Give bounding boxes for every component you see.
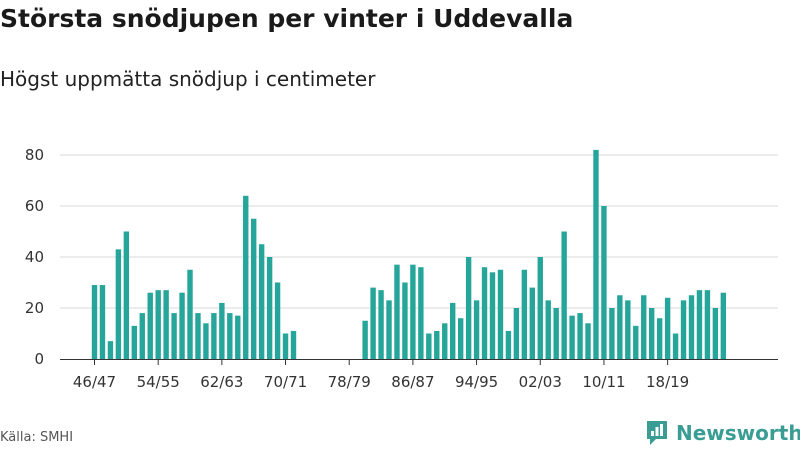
bar (450, 302, 456, 359)
bar (195, 313, 201, 359)
bar (115, 249, 122, 359)
bar (426, 333, 432, 359)
bar (442, 323, 448, 359)
chart-title: Största snödjupen per vinter i Uddevalla (0, 4, 574, 33)
bar (497, 269, 504, 359)
brand-logo: Newsworthy (645, 419, 800, 447)
bar (537, 257, 543, 359)
bar (362, 320, 368, 359)
bar-chart: 0 20 40 60 80 46/47 54/55 62/63 70/71 78/79 86/87 9… (25, 146, 778, 391)
y-tick-label: 60 (25, 197, 44, 215)
bar (649, 308, 655, 359)
y-tick-label: 80 (25, 146, 44, 164)
x-tick-label: 46/47 (73, 373, 116, 391)
brand-name: Newsworthy (676, 421, 800, 445)
bar (91, 285, 98, 359)
x-tick-label: 10/11 (582, 373, 625, 391)
bar (99, 285, 106, 359)
bar (473, 300, 480, 359)
bar (123, 231, 130, 359)
bar (521, 269, 528, 359)
x-tick-label: 62/63 (200, 373, 243, 391)
x-tick-label: 02/03 (519, 373, 562, 391)
bar (633, 325, 639, 359)
bar (394, 264, 400, 359)
chart-subtitle: Högst uppmätta snödjup i centimeter (0, 67, 376, 91)
bar (680, 300, 687, 359)
bar (505, 330, 512, 359)
bar (227, 313, 233, 359)
x-tick-label: 70/71 (264, 373, 307, 391)
bar (163, 290, 169, 359)
bar (513, 308, 520, 359)
source-note: Källa: SMHI (0, 430, 74, 445)
bar (561, 231, 567, 359)
bar (235, 315, 241, 359)
bar (251, 218, 257, 359)
bar (664, 297, 671, 359)
bar (434, 330, 440, 359)
bar (179, 292, 185, 359)
bar (107, 341, 114, 359)
bar (402, 282, 408, 359)
bar (258, 244, 265, 359)
bar (609, 308, 615, 359)
x-tick-label: 78/79 (328, 373, 371, 391)
bar (704, 290, 711, 359)
bar (171, 313, 177, 359)
bar (465, 257, 472, 359)
bar (696, 290, 703, 359)
bar (155, 290, 161, 359)
bar (672, 333, 679, 359)
bar (585, 323, 591, 359)
y-tick-label: 40 (25, 248, 44, 266)
bar (656, 318, 663, 359)
bar (378, 290, 384, 359)
bar (139, 313, 145, 359)
x-tick-label: 18/19 (646, 373, 689, 391)
bar (243, 195, 249, 359)
bar (418, 267, 424, 359)
bar (641, 295, 647, 359)
y-tick-label: 0 (34, 350, 44, 368)
bar (219, 302, 225, 359)
bar (203, 323, 209, 359)
bar (593, 149, 599, 359)
x-tick-label: 86/87 (391, 373, 434, 391)
bar (720, 292, 727, 359)
x-tick-label: 54/55 (137, 373, 180, 391)
x-tick-label: 94/95 (455, 373, 498, 391)
newsworthy-logo-icon (647, 421, 667, 445)
bar (529, 287, 535, 359)
bar (282, 333, 289, 359)
bar (481, 267, 488, 359)
bar (601, 206, 607, 359)
bar (147, 292, 153, 359)
bar (712, 308, 719, 359)
bar (553, 308, 559, 359)
bar (625, 300, 631, 359)
bar (370, 287, 376, 359)
bar (266, 257, 273, 359)
y-tick-label: 20 (25, 299, 44, 317)
bar (410, 264, 416, 359)
bar (545, 300, 551, 359)
bar (131, 325, 137, 359)
bar (569, 315, 575, 359)
bar (386, 300, 392, 359)
bar (290, 330, 297, 359)
bar (187, 269, 193, 359)
bar (274, 282, 281, 359)
bar (457, 318, 464, 359)
bar (577, 313, 583, 359)
bar (688, 295, 695, 359)
bar (489, 272, 496, 359)
bar (211, 313, 217, 359)
bar (617, 295, 623, 359)
